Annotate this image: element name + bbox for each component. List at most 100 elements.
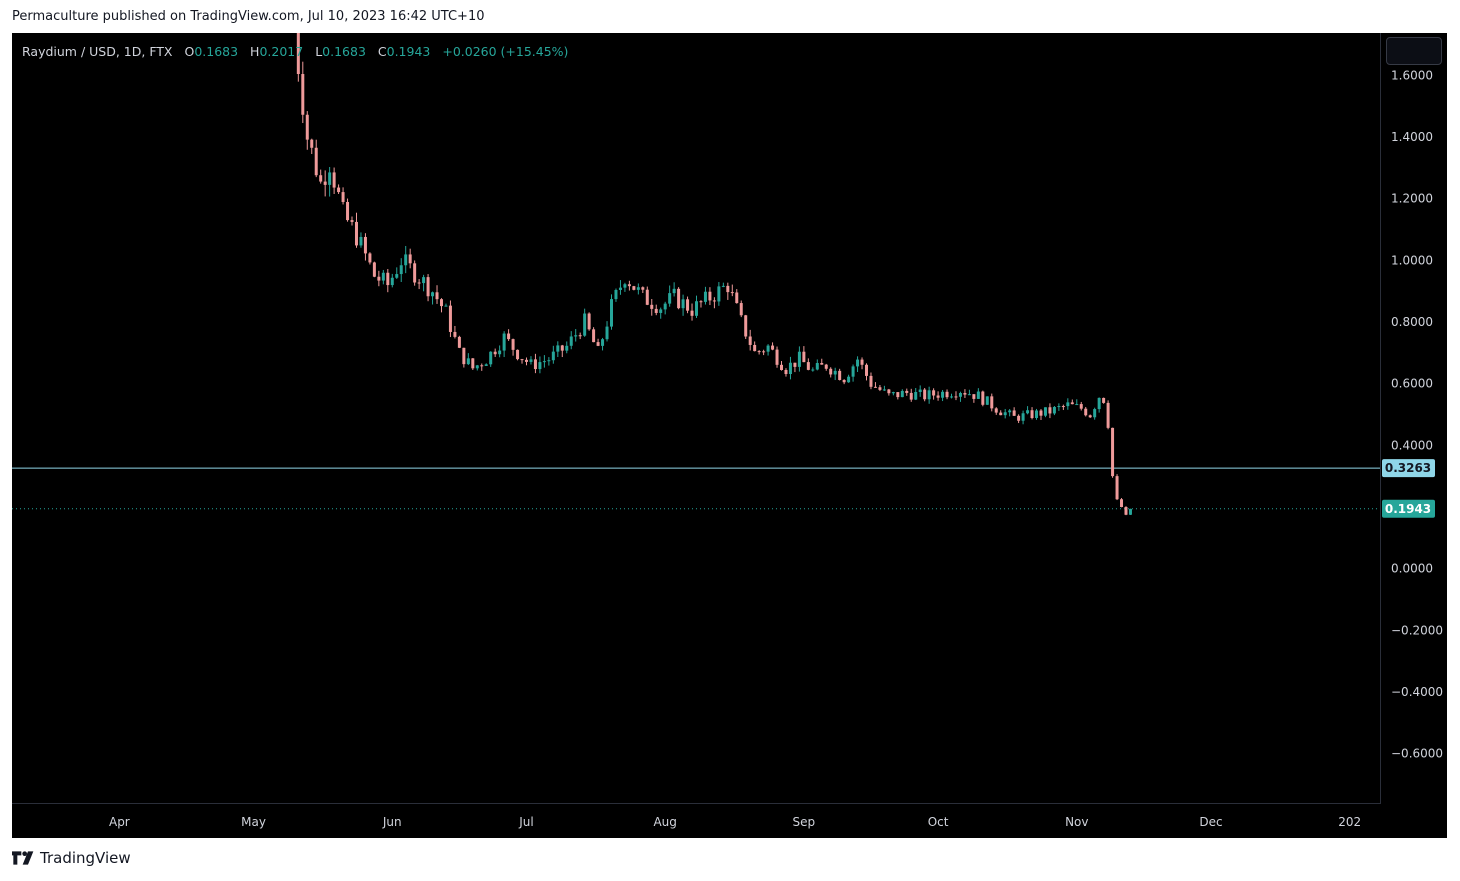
high-value: 0.2017 [259, 44, 304, 59]
candle-body [757, 351, 761, 353]
candle-body [806, 362, 810, 370]
candle-body [703, 291, 707, 302]
candle-body [457, 336, 461, 348]
candle-body [404, 254, 408, 266]
candle-body [1075, 404, 1079, 406]
candle-body [1106, 402, 1110, 428]
candle-body [954, 396, 958, 398]
candle-body [887, 389, 891, 394]
candle-body [766, 345, 770, 352]
candle-body [695, 301, 698, 316]
open-key: O [184, 44, 195, 59]
candle-body [359, 236, 363, 246]
candle-body [735, 292, 739, 304]
candle-body [592, 329, 596, 343]
candle-body [609, 299, 613, 327]
candle-body [775, 349, 779, 365]
candle-body [797, 351, 801, 367]
candle-body [636, 287, 640, 290]
candle-body [780, 364, 784, 370]
y-tick-label: 1.0000 [1391, 253, 1433, 267]
candle-body [1084, 408, 1088, 416]
candle-body [771, 345, 775, 350]
candle-body [941, 391, 945, 398]
candle-body [399, 265, 403, 275]
x-tick-label: Aug [653, 815, 676, 829]
candle-body [1061, 406, 1065, 408]
candle-body [493, 351, 497, 355]
candle-body [762, 351, 766, 353]
candle-body [824, 364, 828, 369]
candle-body [654, 308, 658, 313]
candle-body [891, 392, 895, 394]
y-tick-label: 1.6000 [1391, 68, 1433, 82]
candle-body [381, 272, 385, 281]
x-tick-label: Jun [382, 815, 402, 829]
candle-body [945, 391, 949, 398]
candle-body [681, 299, 685, 309]
candle-body [1012, 410, 1016, 416]
candle-body [520, 359, 524, 361]
candle-body [1052, 406, 1056, 414]
symbol-label[interactable]: Raydium / USD, 1D, FTX [22, 44, 173, 59]
candle-body [712, 300, 716, 302]
candle-body [1035, 410, 1039, 419]
candle-body [516, 349, 520, 360]
candle-body [981, 391, 985, 405]
candle-body [556, 345, 560, 352]
candle-body [323, 181, 327, 185]
tradingview-logo-icon [12, 851, 34, 865]
candle-body [390, 277, 394, 286]
candle-body [677, 288, 681, 309]
y-tick-label: 0.4000 [1391, 438, 1433, 452]
price-scale-button[interactable] [1386, 37, 1442, 65]
candle-body [587, 313, 591, 330]
chart-pane-border [12, 33, 1381, 804]
candle-body [601, 339, 605, 346]
candle-body [641, 287, 645, 290]
candle-body [905, 390, 909, 393]
x-tick-label: Nov [1065, 815, 1088, 829]
tradingview-brand[interactable]: TradingView [12, 849, 131, 867]
candle-body [1021, 413, 1025, 421]
candle-body [847, 376, 851, 383]
candle-body [296, 33, 300, 75]
candle-body [1128, 508, 1132, 515]
chart-frame[interactable]: 1.6000 1.4000 1.2000 1.0000 0.8000 0.6000 0.40… [12, 33, 1447, 838]
candle-body [623, 284, 627, 288]
candle-body [363, 236, 367, 254]
candle-body [471, 358, 475, 369]
candle-body [305, 114, 309, 140]
candle-body [918, 389, 922, 393]
candle-body [538, 362, 542, 370]
last-price-label: 0.1943 [1385, 502, 1431, 516]
candle-body [524, 359, 528, 362]
candle-body [1026, 410, 1030, 414]
brand-name: TradingView [40, 849, 131, 867]
candle-body [815, 363, 819, 370]
candle-body [377, 276, 381, 281]
candle-body [896, 392, 900, 398]
candle-body [927, 390, 931, 400]
x-tick-label: 202 [1338, 815, 1361, 829]
candle-body [739, 303, 743, 316]
x-tick-label: Dec [1199, 815, 1222, 829]
candle-body [439, 299, 443, 307]
candle-body [663, 303, 667, 310]
candle-body [574, 335, 578, 337]
candle-body [1066, 402, 1070, 407]
candle-body [466, 358, 470, 365]
candles-group [296, 33, 1132, 516]
candle-body [999, 412, 1003, 416]
candle-body [1102, 397, 1106, 403]
candle-body [511, 339, 515, 350]
candle-body [368, 253, 372, 263]
y-tick-label: 0.8000 [1391, 315, 1433, 329]
candlestick-chart[interactable]: 1.6000 1.4000 1.2000 1.0000 0.8000 0.6000 0.40… [12, 33, 1447, 838]
candle-body [462, 347, 466, 365]
candle-body [985, 396, 989, 405]
y-tick-label: 0.0000 [1391, 562, 1433, 576]
horizontal-line-price-label-bg [1382, 459, 1435, 478]
candle-body [1008, 410, 1012, 413]
x-tick-label: May [241, 815, 266, 829]
